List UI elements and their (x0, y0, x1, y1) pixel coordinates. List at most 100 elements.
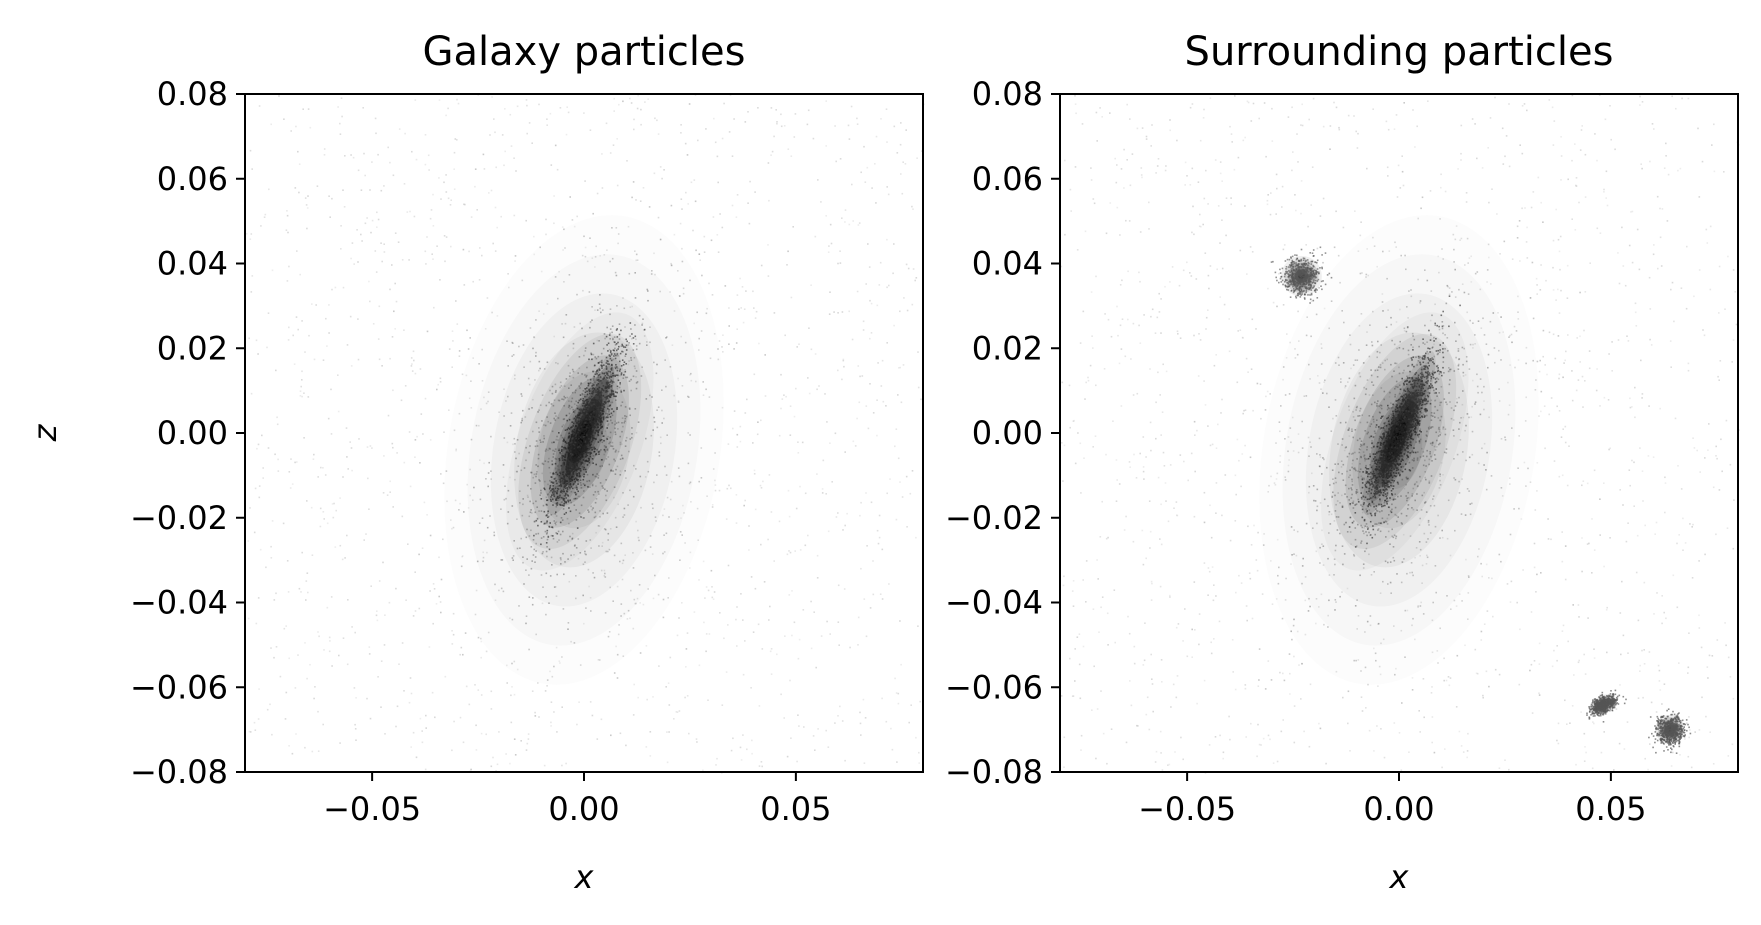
particle (582, 434, 585, 436)
particle (1687, 362, 1690, 365)
particle (323, 148, 326, 150)
particle (426, 236, 428, 238)
particle (705, 312, 708, 315)
particle (587, 384, 590, 387)
particle (816, 473, 818, 475)
particle (594, 256, 597, 258)
particle (591, 714, 594, 717)
particle (579, 443, 581, 446)
particle (689, 434, 691, 436)
particle (677, 467, 680, 469)
particle (513, 437, 516, 440)
particle (428, 169, 430, 171)
particle (508, 571, 511, 573)
particle (616, 336, 619, 338)
particle (555, 497, 558, 500)
particle (1523, 103, 1526, 105)
particle (647, 588, 649, 590)
particle (303, 437, 305, 439)
particle (1526, 109, 1528, 112)
particle (1213, 584, 1215, 586)
particle (1294, 194, 1296, 196)
particle (600, 427, 602, 429)
particle (1184, 184, 1186, 186)
particle (513, 693, 516, 696)
particle (295, 125, 297, 128)
particle (1159, 585, 1162, 588)
particle (897, 702, 900, 705)
particle (1240, 582, 1243, 584)
particle (603, 364, 605, 366)
particle (1704, 553, 1706, 556)
particle (857, 365, 860, 367)
particle (597, 394, 599, 396)
particle (572, 347, 575, 350)
particle (567, 622, 570, 624)
particle (684, 542, 686, 544)
particle (1576, 337, 1578, 339)
particle (591, 388, 594, 390)
particle (554, 490, 556, 493)
particle (409, 677, 412, 679)
particle (573, 468, 576, 470)
particle (1401, 155, 1403, 157)
particle (1224, 474, 1227, 476)
particle (844, 759, 846, 762)
particle (581, 409, 583, 412)
particle (688, 732, 690, 735)
particle (814, 353, 817, 355)
particle (758, 342, 760, 345)
particle (566, 490, 568, 493)
particle (887, 193, 890, 196)
particle (712, 216, 715, 218)
particle (788, 515, 791, 518)
particle (1207, 567, 1210, 569)
particle (581, 448, 584, 451)
particle (597, 382, 599, 385)
particle (254, 487, 257, 490)
particle (574, 434, 577, 436)
particle (589, 447, 592, 449)
particle (1319, 215, 1322, 217)
particle (579, 664, 582, 666)
particle (577, 437, 580, 440)
particle (780, 407, 782, 410)
particle (322, 723, 324, 726)
particle (442, 482, 445, 485)
particle (559, 479, 561, 481)
particle (575, 456, 577, 458)
particle (571, 456, 574, 459)
particle (394, 282, 396, 285)
particle (1440, 173, 1442, 176)
particle (440, 473, 442, 475)
particle (1614, 148, 1616, 151)
particle (585, 419, 587, 422)
particle (566, 494, 569, 496)
particle (810, 348, 813, 351)
particle (1557, 288, 1559, 291)
particle (1267, 287, 1269, 290)
particle (389, 288, 391, 291)
particle (593, 398, 596, 400)
particle (897, 394, 899, 396)
particle (601, 432, 603, 435)
particle (567, 467, 569, 469)
particle (1564, 441, 1567, 444)
particle (906, 309, 909, 312)
particle (573, 554, 575, 556)
particle (744, 640, 746, 642)
particle (1161, 411, 1164, 413)
particle (587, 440, 590, 442)
particle (285, 691, 288, 694)
particle (876, 399, 878, 401)
particle (609, 152, 612, 154)
particle (806, 123, 809, 126)
particle (886, 141, 888, 143)
particle (625, 477, 627, 479)
particle (1214, 736, 1217, 738)
particle (1540, 264, 1542, 266)
particle (1669, 340, 1672, 342)
particle (602, 309, 604, 311)
particle (736, 433, 739, 436)
particle (834, 125, 836, 127)
